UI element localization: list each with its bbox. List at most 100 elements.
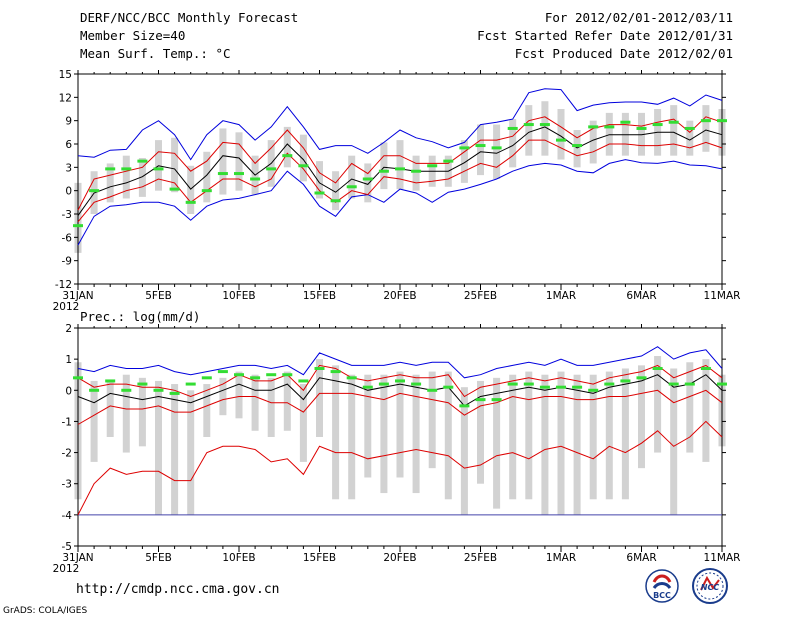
ncc-logo: NCC bbox=[692, 568, 728, 604]
temp-spread-bar bbox=[171, 137, 179, 193]
prec-spread-bar bbox=[686, 362, 694, 453]
temp-y-tick-label: 15 bbox=[59, 69, 72, 81]
temp-spread-bar bbox=[299, 134, 307, 182]
bcc-logo: BCC bbox=[645, 569, 679, 603]
temp-ensemble-min-line bbox=[77, 159, 723, 246]
member-size: Member Size=40 bbox=[80, 28, 186, 43]
prec-spread-bar bbox=[283, 371, 291, 431]
grads-credit: GrADS: COLA/IGES bbox=[3, 606, 88, 616]
prec-observed-marker bbox=[330, 370, 341, 374]
temp-x-tick-label: 10FEB bbox=[222, 290, 255, 302]
prec-observed-marker bbox=[572, 385, 583, 389]
prec-y-tick-label: -3 bbox=[62, 479, 72, 491]
temp-spread-bar bbox=[203, 151, 211, 203]
temp-spread-bar bbox=[477, 124, 484, 176]
temp-observed-marker bbox=[346, 185, 357, 189]
temp-x-tick-label: 20FEB bbox=[383, 290, 416, 302]
prec-spread-bar bbox=[412, 374, 420, 494]
fcst-started-date: Fcst Started Refer Date 2012/01/31 bbox=[477, 28, 733, 43]
prec-spread-bar bbox=[203, 384, 211, 437]
prec-observed-marker bbox=[105, 379, 116, 383]
prec-observed-marker bbox=[459, 404, 470, 408]
prec-x-tick-label: 20FEB bbox=[383, 552, 416, 564]
forecast-period: For 2012/02/01-2012/03/11 bbox=[544, 10, 733, 25]
temp-observed-marker bbox=[266, 167, 277, 171]
temp-observed-marker bbox=[314, 191, 325, 195]
ncc-logo-label: NCC bbox=[701, 583, 720, 592]
prec-observed-marker bbox=[137, 382, 148, 386]
temp-spread-bar bbox=[573, 130, 581, 168]
prec-observed-marker bbox=[636, 376, 647, 380]
temp-spread-bar bbox=[106, 163, 114, 203]
prec-observed-marker bbox=[523, 382, 534, 386]
prec-spread-bar bbox=[316, 359, 323, 437]
prec-ensemble-min-line bbox=[77, 420, 723, 516]
prec-spread-bar bbox=[605, 371, 613, 500]
temp-spread-bar bbox=[235, 132, 243, 191]
temp-x-tick-label: 25FEB bbox=[464, 290, 497, 302]
temp-observed-marker bbox=[105, 167, 116, 171]
temp-spread-bar bbox=[525, 105, 533, 156]
prec-ensemble-mean-line bbox=[77, 374, 723, 407]
prec-spread-bar bbox=[493, 377, 501, 509]
prec-observed-marker bbox=[201, 376, 212, 380]
prec-observed-marker bbox=[604, 382, 615, 386]
temperature-variable-label: Mean Surf. Temp.: °C bbox=[80, 46, 231, 61]
temp-spread-bar bbox=[219, 128, 227, 195]
temp-upper-percentile-line bbox=[77, 116, 723, 211]
temp-spread-bar bbox=[138, 158, 146, 197]
prec-observed-marker bbox=[169, 391, 180, 395]
prec-x-tick-label: 6MAR bbox=[626, 552, 656, 564]
temp-observed-marker bbox=[539, 123, 550, 127]
prec-spread-bar bbox=[267, 377, 275, 437]
prec-observed-marker bbox=[620, 379, 631, 383]
temp-spread-bar bbox=[493, 124, 501, 179]
temp-observed-marker bbox=[684, 126, 695, 130]
prec-y-tick-label: 2 bbox=[65, 323, 72, 335]
prec-observed-marker bbox=[539, 385, 550, 389]
prec-y-tick-label: -4 bbox=[62, 510, 73, 522]
prec-spread-bar bbox=[348, 374, 356, 500]
temp-spread-bar bbox=[380, 142, 388, 190]
temp-y-tick-label: -9 bbox=[62, 256, 72, 268]
temp-observed-marker bbox=[604, 125, 615, 129]
prec-spread-bar bbox=[670, 368, 678, 515]
prec-spread-bar bbox=[460, 387, 468, 515]
temp-spread-bar bbox=[412, 155, 420, 191]
temp-y-tick-label: 9 bbox=[65, 116, 72, 128]
temp-spread-bar bbox=[122, 155, 130, 199]
source-url[interactable]: http://cmdp.ncc.cma.gov.cn bbox=[76, 582, 280, 597]
temp-y-tick-label: -3 bbox=[62, 209, 72, 221]
temp-observed-marker bbox=[475, 144, 486, 148]
prec-observed-marker bbox=[684, 382, 695, 386]
prec-observed-marker bbox=[314, 366, 325, 370]
prec-ensemble-max-line bbox=[77, 346, 723, 379]
prec-observed-marker bbox=[668, 382, 679, 386]
temp-x-tick-label: 5FEB bbox=[145, 290, 172, 302]
prec-observed-marker bbox=[427, 388, 438, 392]
temp-spread-bar bbox=[541, 101, 549, 156]
prec-observed-marker bbox=[491, 398, 502, 402]
prec-y-tick-label: -1 bbox=[62, 416, 72, 428]
prec-observed-marker bbox=[346, 376, 357, 380]
temp-spread-bar bbox=[509, 119, 517, 168]
temp-observed-marker bbox=[89, 189, 100, 193]
prec-spread-bar bbox=[428, 371, 436, 469]
prec-observed-marker bbox=[475, 398, 486, 402]
prec-observed-marker bbox=[443, 385, 454, 389]
temp-observed-marker bbox=[556, 138, 566, 142]
prec-spread-bar bbox=[106, 380, 114, 437]
temp-spread-bar bbox=[396, 140, 404, 190]
temp-observed-marker bbox=[443, 159, 454, 163]
temp-observed-marker bbox=[411, 169, 422, 173]
temp-x-tick-label: 1MAR bbox=[546, 290, 576, 302]
temp-observed-marker bbox=[427, 164, 438, 168]
temp-spread-bar bbox=[348, 155, 356, 199]
prec-spread-bar bbox=[155, 380, 162, 515]
temp-observed-marker bbox=[378, 169, 389, 173]
temp-spread-bar bbox=[702, 105, 710, 152]
prec-spread-bar bbox=[235, 371, 243, 419]
temp-y-tick-label: 3 bbox=[65, 162, 72, 174]
temp-observed-marker bbox=[507, 126, 518, 130]
